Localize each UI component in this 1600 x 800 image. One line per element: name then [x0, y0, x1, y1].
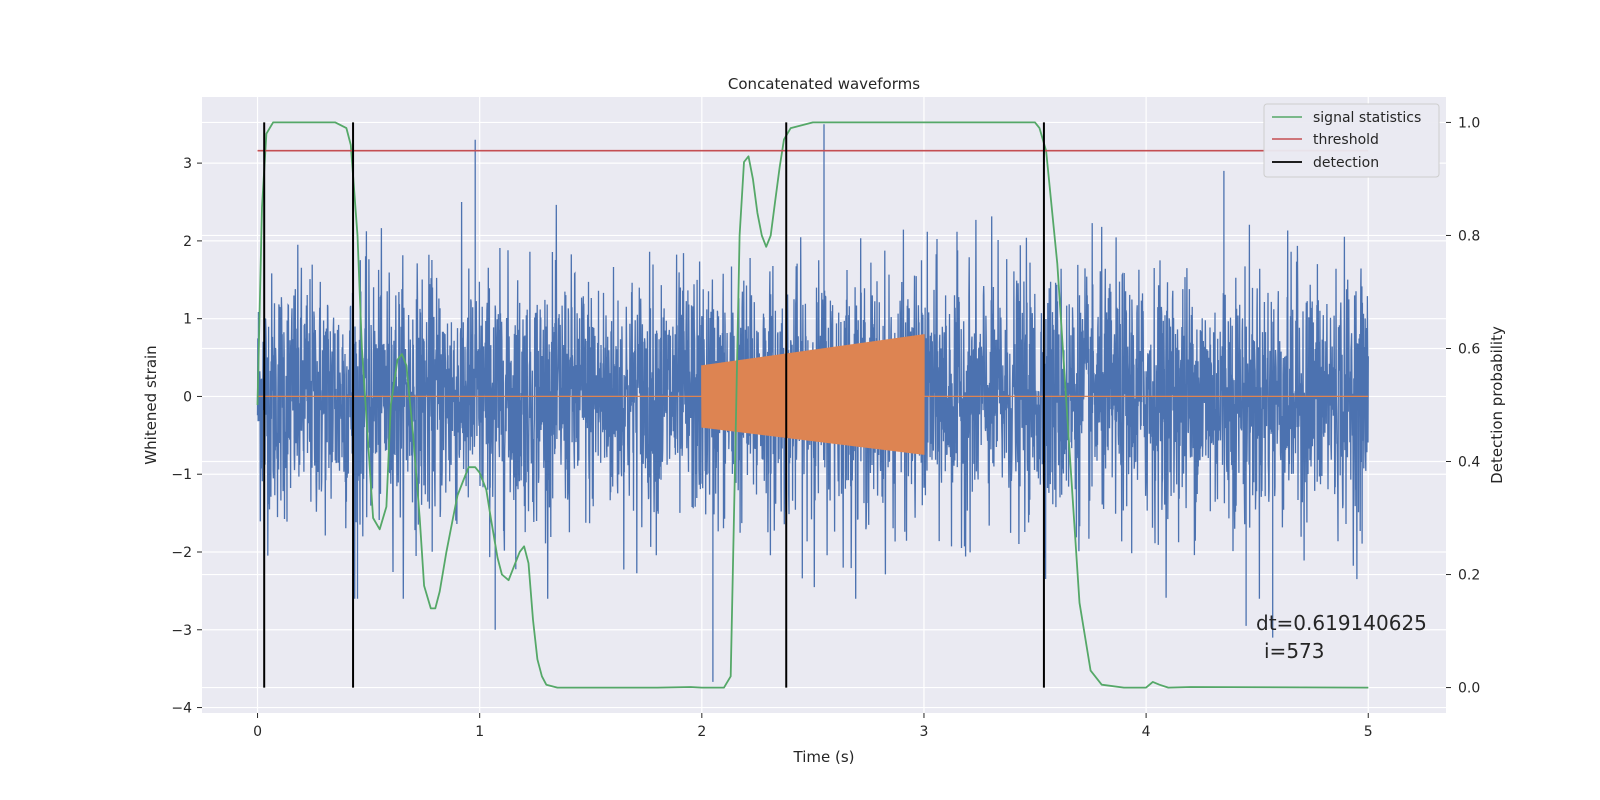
- y2-tick-label: 1.0: [1458, 115, 1480, 131]
- annotation-dt: dt=0.619140625: [1256, 611, 1427, 635]
- legend: signal statistics threshold detection: [1263, 103, 1440, 178]
- y-tick-label: −2: [171, 545, 192, 561]
- x-axis-label: Time (s): [793, 748, 855, 766]
- right-axis-ticks: 0.0 0.2 0.4 0.6 0.8 1.0: [1446, 115, 1480, 697]
- y2-tick-label: 0.6: [1458, 341, 1480, 357]
- chart-title: Concatenated waveforms: [728, 75, 920, 93]
- legend-label-detection: detection: [1313, 155, 1379, 171]
- y2-tick-label: 0.0: [1458, 681, 1480, 697]
- x-tick-label: 0: [253, 724, 262, 740]
- y2-tick-label: 0.4: [1458, 455, 1480, 471]
- y-tick-label: 3: [183, 156, 192, 172]
- y-tick-label: −4: [171, 701, 192, 717]
- y-tick-label: 0: [183, 389, 192, 405]
- x-tick-label: 2: [697, 724, 706, 740]
- x-tick-label: 4: [1142, 724, 1151, 740]
- series-layer: [256, 121, 1369, 689]
- y2-axis-label: Detection probability: [1488, 326, 1506, 484]
- y-tick-label: 1: [183, 312, 192, 328]
- annotation-i: i=573: [1264, 639, 1325, 663]
- x-tick-label: 5: [1364, 724, 1373, 740]
- template-chirp-line: [257, 334, 1369, 455]
- y2-tick-label: 0.2: [1458, 568, 1480, 584]
- left-axis-ticks: −4 −3 −2 −1 0 1 2 3: [171, 156, 202, 717]
- y-axis-label: Whitened strain: [142, 345, 160, 464]
- legend-label-signal-statistics: signal statistics: [1313, 110, 1421, 126]
- y-tick-label: −3: [171, 623, 192, 639]
- signal-statistics-line: [256, 121, 1369, 689]
- y2-tick-label: 0.8: [1458, 228, 1480, 244]
- legend-box: [1263, 103, 1440, 178]
- x-tick-label: 1: [475, 724, 484, 740]
- x-axis-ticks: 0 1 2 3 4 5: [253, 713, 1373, 740]
- strain-noise-line: [256, 124, 1369, 682]
- y-tick-label: −1: [171, 467, 192, 483]
- legend-label-threshold: threshold: [1313, 132, 1379, 148]
- y-tick-label: 2: [183, 234, 192, 250]
- x-tick-label: 3: [920, 724, 929, 740]
